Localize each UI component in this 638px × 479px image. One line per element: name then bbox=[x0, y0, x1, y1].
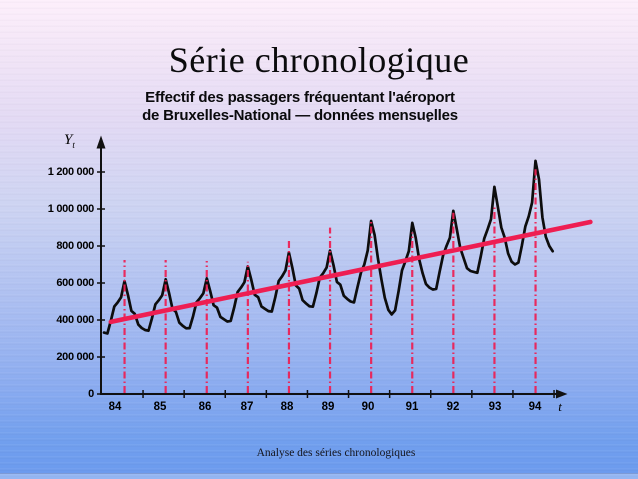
y-axis-label: Yt bbox=[64, 132, 75, 150]
series-curve bbox=[102, 159, 555, 335]
x-year-label-93: 93 bbox=[488, 401, 502, 413]
y-tick-label-400000: 400 000 bbox=[56, 313, 94, 326]
y-axis-subscript: t bbox=[72, 140, 75, 150]
y-axis-symbol: Y bbox=[64, 132, 73, 148]
x-year-label-84: 84 bbox=[108, 401, 122, 413]
slide-title: Série chronologique bbox=[168, 40, 470, 80]
x-year-label-90: 90 bbox=[361, 401, 375, 413]
x-axis-arrow-icon bbox=[556, 389, 568, 399]
stray-period-dot bbox=[427, 119, 430, 122]
x-year-label-92: 92 bbox=[446, 401, 460, 413]
y-tick-label-800000: 800 000 bbox=[56, 239, 94, 252]
y-tick-label-600000: 600 000 bbox=[56, 276, 94, 289]
y-tick-label-200000: 200 000 bbox=[56, 350, 94, 363]
y-tick-label-0: 0 bbox=[88, 387, 94, 400]
footer-text: Analyse des séries chronologiques bbox=[256, 447, 416, 459]
trend-line bbox=[108, 219, 593, 325]
x-year-label-88: 88 bbox=[280, 401, 294, 413]
y-tick-label-1200000: 1 200 000 bbox=[47, 165, 95, 178]
x-axis-label: t bbox=[558, 399, 562, 414]
subtitle-line-1: Effectif des passagers fréquentant l'aér… bbox=[145, 89, 455, 106]
chart-subtitle: Effectif des passagers fréquentant l'aér… bbox=[0, 89, 619, 124]
x-year-label-85: 85 bbox=[153, 401, 167, 413]
subtitle-line-2: de Bruxelles-National — données mensuell… bbox=[142, 106, 458, 124]
y-tick-label-1000000: 1 000 000 bbox=[47, 202, 95, 215]
x-year-label-91: 91 bbox=[405, 401, 419, 413]
x-year-label-89: 89 bbox=[321, 401, 335, 413]
x-year-label-87: 87 bbox=[240, 401, 254, 413]
x-year-label-94: 94 bbox=[528, 401, 542, 413]
y-axis-arrow-icon bbox=[96, 135, 106, 149]
x-year-label-86: 86 bbox=[198, 401, 212, 413]
